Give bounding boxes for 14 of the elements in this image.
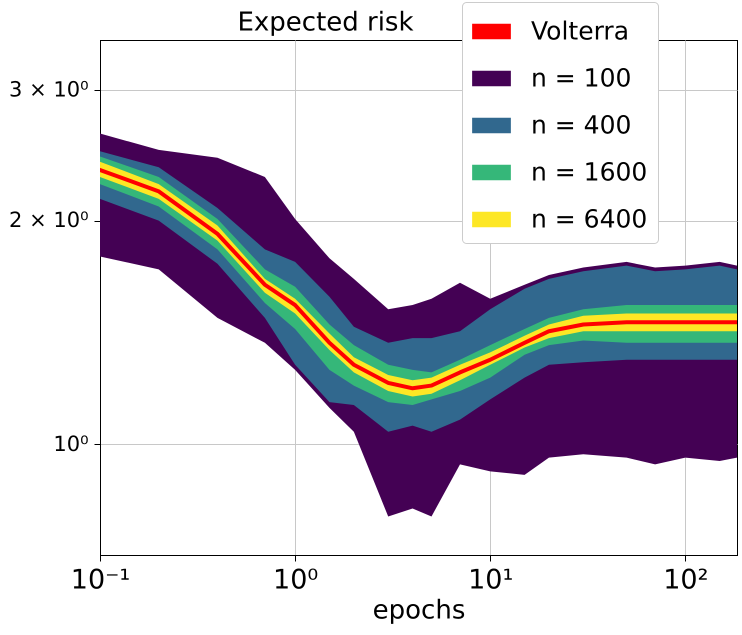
- legend-label: n = 100: [531, 64, 632, 92]
- x-tick-label: 10⁻¹: [70, 564, 130, 596]
- legend-label: n = 1600: [531, 158, 648, 186]
- x-axis-title: epochs: [372, 596, 466, 626]
- x-tick-label: 10⁰: [273, 564, 318, 596]
- legend-label: Volterra: [531, 16, 630, 46]
- x-tick-label: 10²: [663, 564, 708, 596]
- y-tick-label: 3 × 10⁰: [9, 77, 88, 102]
- legend-label: n = 6400: [531, 204, 648, 234]
- y-tick-label: 2 × 10⁰: [9, 208, 88, 232]
- x-tick-label: 10¹: [468, 564, 514, 596]
- chart-title: Expected risk: [237, 8, 414, 38]
- y-tick-label: 10⁰: [53, 432, 88, 456]
- legend-label: n = 400: [531, 110, 632, 140]
